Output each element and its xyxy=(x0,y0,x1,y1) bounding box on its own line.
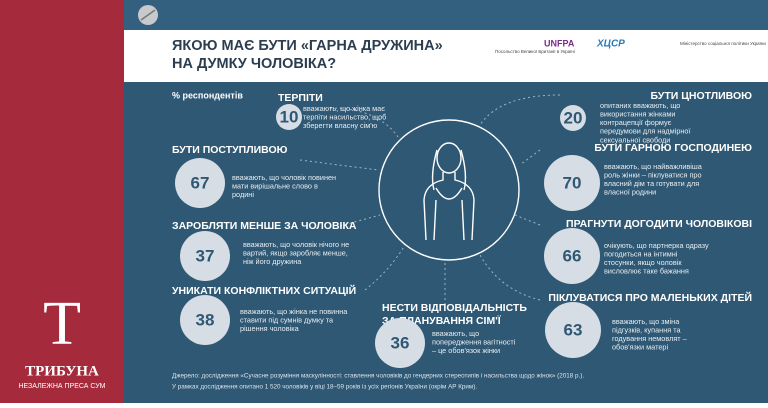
icon-slash xyxy=(140,9,156,21)
item-value: 70 xyxy=(563,173,582,192)
item-text: вважають, що найважливіша xyxy=(604,162,703,171)
item-text: зберегти власну сім'ю xyxy=(303,121,378,130)
item-text: вважають, що жінка має xyxy=(303,104,385,113)
item-text: вважають, що жінка не повинна xyxy=(240,307,348,316)
value-circle xyxy=(180,295,230,345)
value-circle xyxy=(545,302,601,358)
top-band xyxy=(124,0,768,30)
logo-text: Посольство Великої Британії в Україні xyxy=(495,49,575,54)
header xyxy=(124,30,768,82)
item-text: висловлює таке бажання xyxy=(604,267,689,276)
logo-name: ТРИБУНА xyxy=(25,363,99,379)
title: ЯКОЮ МАЄ БУТИ «ГАРНА ДРУЖИНА» xyxy=(172,38,443,54)
item-text: контрацепції формує xyxy=(600,118,672,127)
value-circle xyxy=(375,318,425,368)
value-circle xyxy=(175,158,225,208)
item-heading: УНИКАТИ КОНФЛІКТНИХ СИТУАЦІЙ xyxy=(172,284,356,297)
center-figure xyxy=(378,119,520,261)
item-value: 36 xyxy=(391,333,410,352)
item-value: 66 xyxy=(563,246,582,265)
item-text: стосунки, якщо чоловік xyxy=(604,258,682,267)
sidebar xyxy=(0,0,124,403)
item-text: погодиться на інтимні xyxy=(604,250,678,259)
item-value: 38 xyxy=(196,310,215,329)
item-text: родині xyxy=(232,190,254,199)
item-value: 10 xyxy=(280,107,299,126)
logo-text: Міністерство соціальної політики України xyxy=(680,41,766,46)
item-heading: ПІКЛУВАТИСЯ ПРО МАЛЕНЬКИХ ДІТЕЙ xyxy=(548,291,752,304)
item-text: – це обов'язок жінки xyxy=(432,346,500,355)
item-value: 67 xyxy=(191,173,210,192)
value-circle xyxy=(560,105,586,131)
title: НА ДУМКУ ЧОЛОВІКА? xyxy=(172,56,336,72)
item-text: рішення чоловіка xyxy=(240,324,300,333)
item-text: вважають, що чоловік нічого не xyxy=(243,240,349,249)
item-text: вважають, що зміна xyxy=(612,317,680,326)
item-text: попередження вагітності xyxy=(432,338,516,347)
item-text: сексуальної свободи xyxy=(600,135,670,144)
item-text: ставити під сумнів думку та xyxy=(240,316,334,325)
item-heading: ЗАРОБЛЯТИ МЕНШЕ ЗА ЧОЛОВІКА xyxy=(172,220,357,232)
item-text: очікують, що партнерка одразу xyxy=(604,241,709,250)
item-heading: БУТИ ПОСТУПЛИВОЮ xyxy=(172,144,288,156)
item-heading: ПРАГНУТИ ДОГОДИТИ ЧОЛОВІКОВІ xyxy=(566,218,752,230)
item-text: вважають, що xyxy=(432,329,479,338)
connectors xyxy=(299,94,561,305)
item-text: ніж його дружина xyxy=(243,257,302,266)
item-text: терпіти насильство, щоб xyxy=(303,113,386,122)
item-heading: БУТИ ГАРНОЮ ГОСПОДИНЕЮ xyxy=(594,142,752,154)
item-text: годування немовлят – xyxy=(612,334,688,343)
item-text: вважають, що чоловік повинен xyxy=(232,173,336,182)
value-circle xyxy=(544,228,600,284)
item-value: 37 xyxy=(196,246,215,265)
logo-text: UNFPA xyxy=(544,38,575,48)
value-circle xyxy=(544,155,600,211)
value-circle xyxy=(276,104,302,130)
subtitle: % респондентів xyxy=(172,90,243,100)
logo-text: ХЦСР xyxy=(596,39,625,50)
item-text: використання жінками xyxy=(600,110,675,119)
item-text: вартий, якщо заробляє менше, xyxy=(243,249,348,258)
item-value: 63 xyxy=(564,320,583,339)
item-text: підгузків, купання та xyxy=(612,326,681,335)
main-panel xyxy=(124,82,768,403)
item-heading: ТЕРПІТИ xyxy=(278,92,323,104)
logo-letter: Т xyxy=(43,290,81,358)
item-heading: БУТИ ЦНОТЛИВОЮ xyxy=(651,90,753,102)
footer: Джерело: дослідження «Сучасне розуміння … xyxy=(172,372,584,380)
item-text: власний дім та готувати для xyxy=(604,179,699,188)
value-circle xyxy=(180,231,230,281)
item-text: мати вирішальне слово в xyxy=(232,182,318,191)
item-text: роль жінки – піклуватися про xyxy=(604,171,702,180)
item-value: 20 xyxy=(564,108,583,127)
item-text: опитаних вважають, що xyxy=(600,101,680,110)
item-heading: НЕСТИ ВІДПОВІДАЛЬНІСТЬ xyxy=(382,302,527,314)
item-text: власної родини xyxy=(604,188,656,197)
logo-tagline: НЕЗАЛЕЖНА ПРЕСА СУМ xyxy=(18,383,105,390)
item-text: передумови для надмірної xyxy=(600,127,691,136)
footer: У рамках дослідження опитано 1 520 чолов… xyxy=(172,383,477,391)
item-text: обов'язки матері xyxy=(612,343,668,352)
